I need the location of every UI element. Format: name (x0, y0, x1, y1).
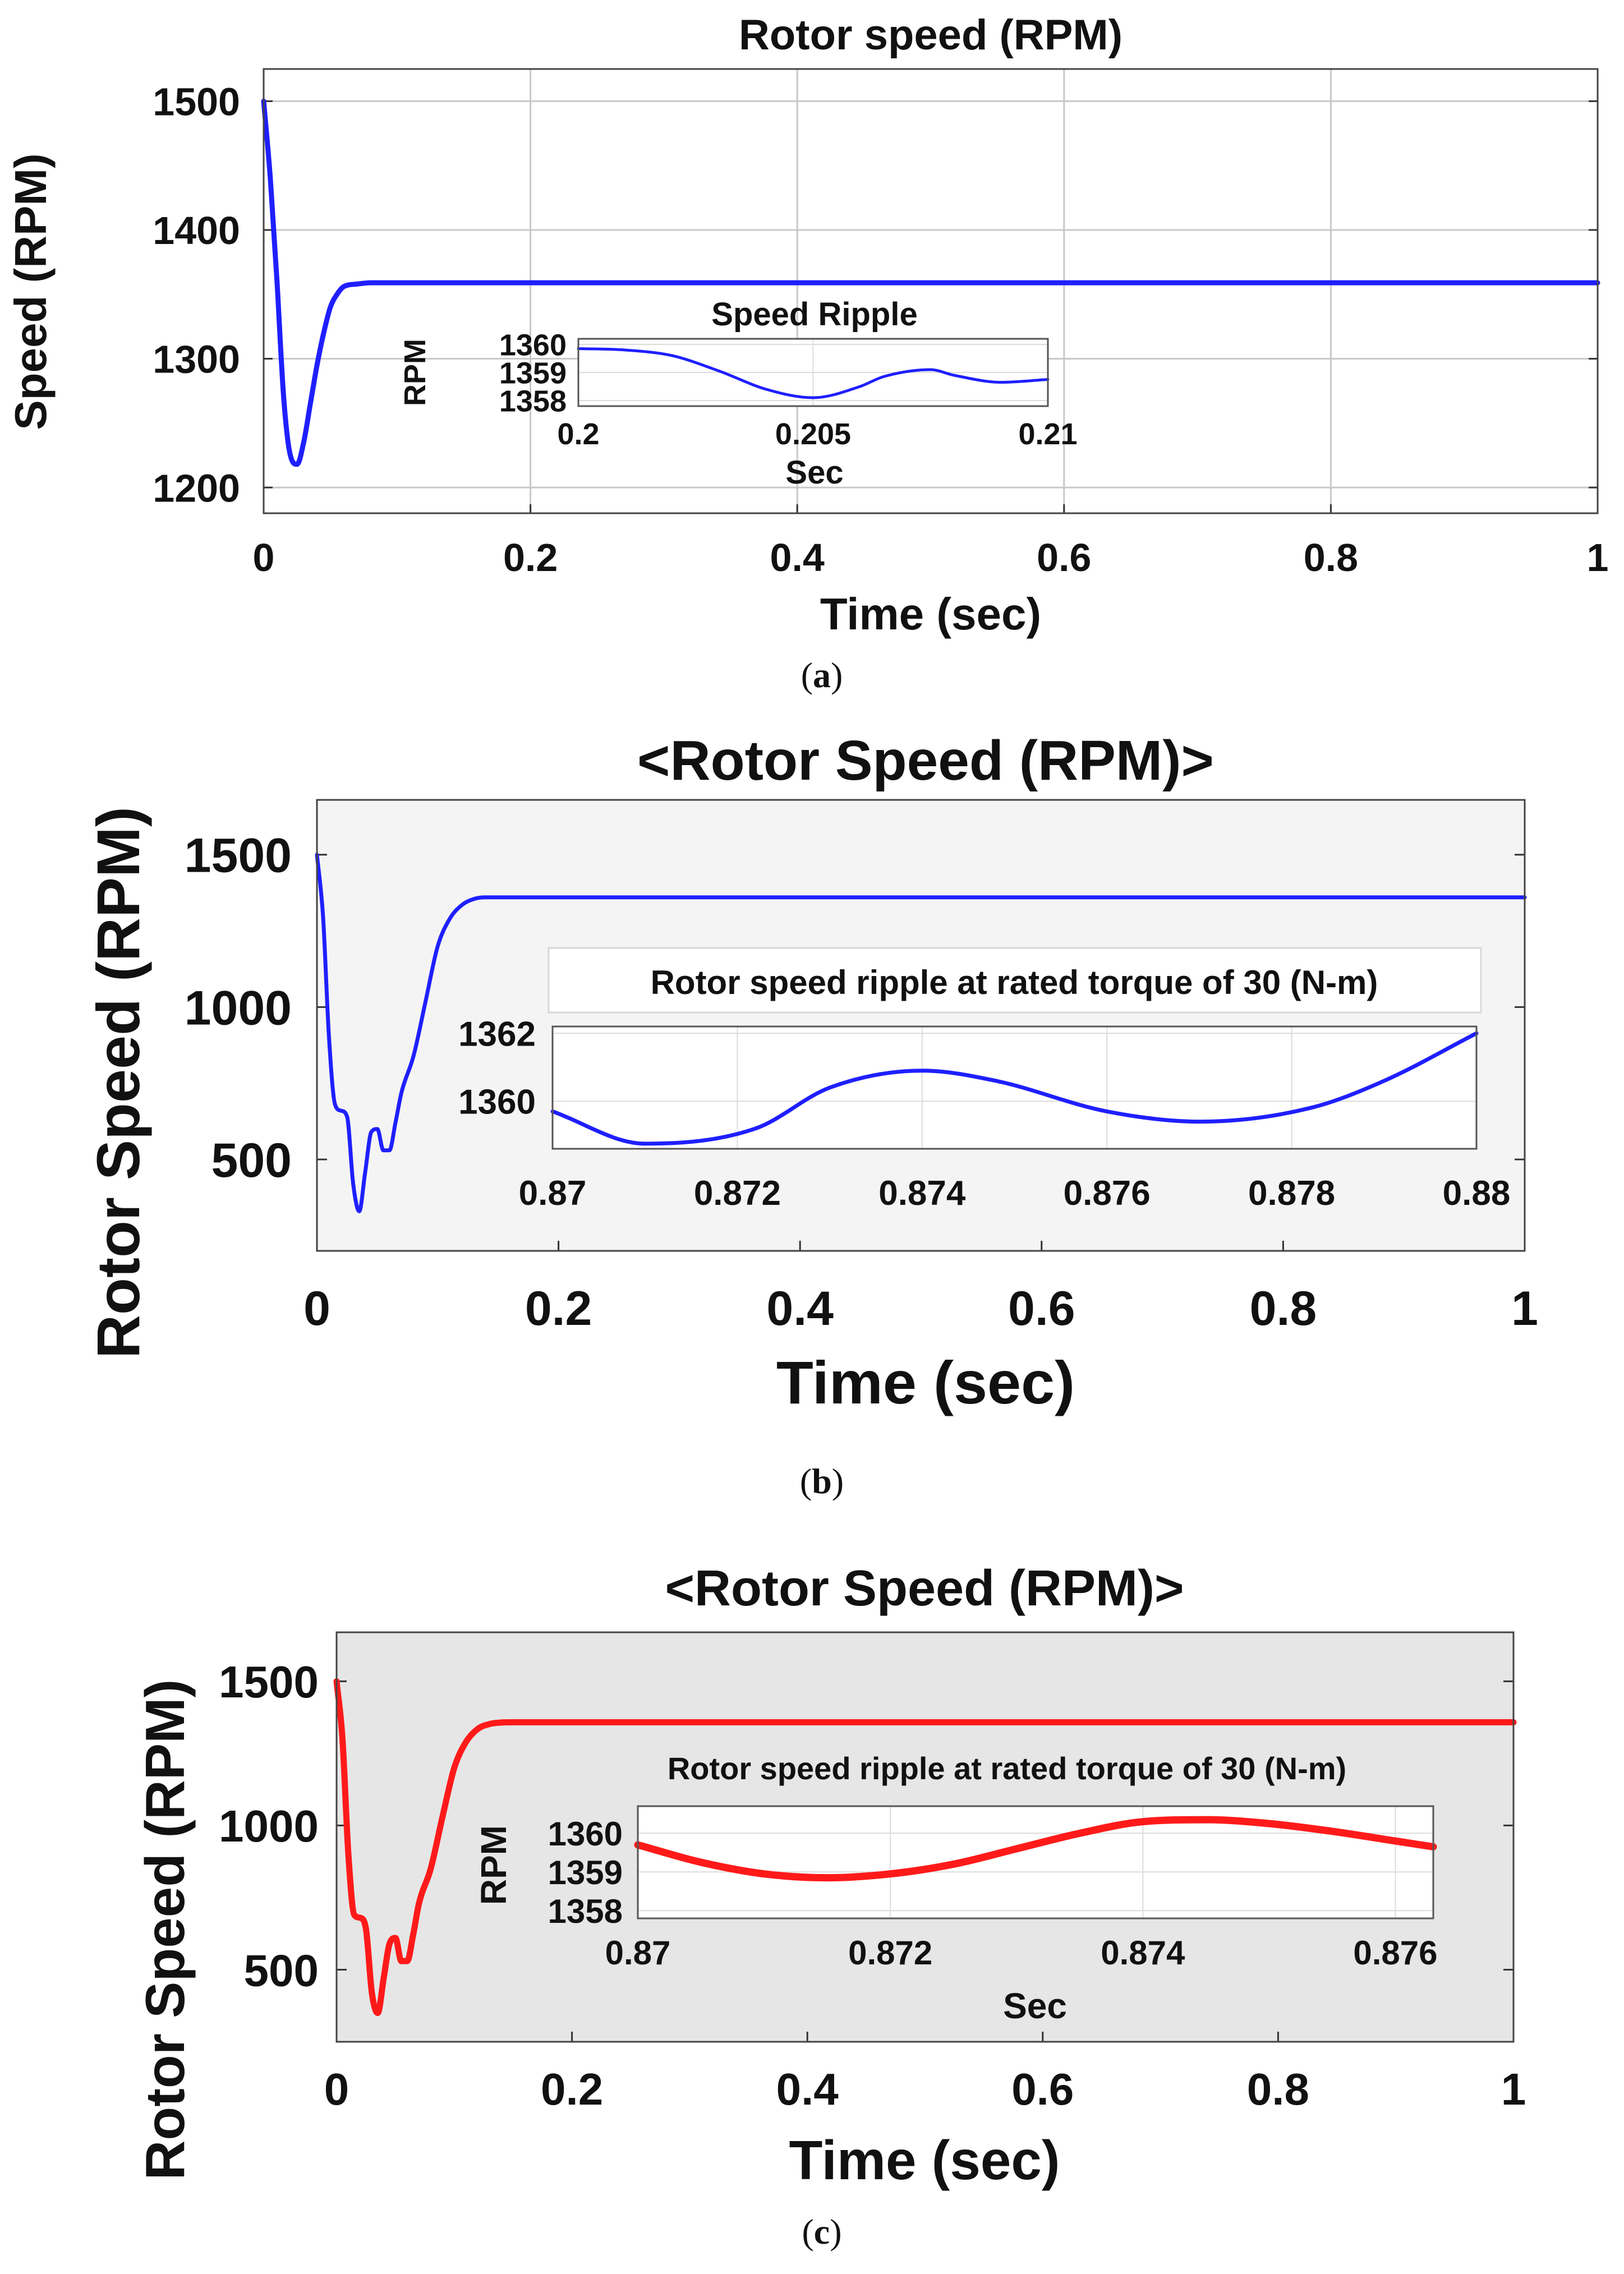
inset-y-tick-label: 1359 (548, 1854, 623, 1891)
x-axis-label: Time (sec) (789, 2129, 1060, 2191)
plot-frame (335, 1631, 1515, 2043)
inset-title: Rotor speed ripple at rated torque of 30… (668, 1751, 1346, 1786)
x-tick-label: 0.4 (766, 1282, 834, 1336)
inset-x-axis-label: Sec (1003, 1986, 1067, 2026)
plot-frame (316, 799, 1526, 1252)
y-axis-label: Speed (RPM) (6, 153, 56, 430)
inset-x-axis-label: Sec (785, 454, 843, 491)
y-axis-label: Rotor Speed (RPM) (134, 1679, 196, 2180)
y-tick-label: 1300 (153, 338, 240, 381)
y-tick-label: 1400 (153, 209, 240, 252)
inset-x-tick-label: 0.205 (775, 417, 851, 451)
y-tick-label: 1000 (185, 981, 292, 1035)
panel-caption: (a) (801, 655, 843, 695)
y-tick-label: 1200 (153, 466, 240, 510)
inset-y-tick-label: 1358 (499, 384, 567, 418)
chart-title: <Rotor Speed (RPM)> (665, 1561, 1184, 1617)
inset-series-line (550, 1031, 1479, 1146)
inset-x-tick-label: 0.2 (557, 417, 599, 451)
x-tick-label: 0.6 (1037, 536, 1091, 579)
inset-y-axis-label: RPM (398, 339, 432, 406)
panel-caption: (b) (800, 1461, 844, 1501)
inset-x-tick-label: 0.876 (1353, 1934, 1437, 1972)
series-line (261, 98, 1600, 467)
plot-area (317, 800, 1525, 1251)
inset-x-tick-label: 0.87 (605, 1934, 671, 1972)
inset-x-tick-label: 0.88 (1443, 1174, 1511, 1213)
x-tick-label: 0.2 (541, 2064, 603, 2114)
x-tick-label: 0.2 (503, 536, 558, 579)
inset-x-tick-label: 0.874 (1101, 1934, 1185, 1972)
y-tick-label: 1500 (219, 1657, 319, 1707)
inset-c: Rotor speed ripple at rated torque of 30… (473, 1751, 1438, 2026)
y-tick-label: 1000 (219, 1801, 319, 1851)
chart-panel-c: <Rotor Speed (RPM)>0 0.2 0.4 0.6 0.8 15001000… (134, 1561, 1526, 2252)
inset-y-tick-label: 1360 (499, 328, 567, 362)
chart-title: Rotor speed (RPM) (739, 11, 1122, 59)
inset-series-line (577, 347, 1050, 399)
x-tick-label: 0.4 (770, 536, 825, 579)
inset-frame (551, 1025, 1478, 1150)
inset-frame (577, 338, 1049, 407)
panel-caption: (c) (802, 2212, 841, 2252)
inset-x-tick-label: 0.872 (848, 1934, 932, 1972)
inset-x-tick-label: 0.876 (1064, 1174, 1151, 1213)
y-tick-label: 1500 (153, 80, 240, 124)
plot-area (264, 69, 1598, 513)
chart-panel-b: <Rotor Speed (RPM)>0 0.2 0.4 0.6 0.8 15001000… (84, 729, 1538, 1501)
y-tick-label: 500 (211, 1134, 292, 1187)
y-axis-label: Rotor Speed (RPM) (84, 807, 152, 1359)
y-tick-label: 500 (244, 1945, 319, 1995)
x-tick-label: 0.8 (1304, 536, 1358, 579)
inset-area (638, 1806, 1433, 1918)
x-axis-label: Time (sec) (776, 1348, 1075, 1416)
x-tick-label: 0.6 (1008, 1282, 1075, 1336)
x-tick-label: 0 (253, 536, 275, 579)
inset-y-tick-label: 1360 (458, 1083, 536, 1122)
x-tick-label: 0 (324, 2064, 349, 2114)
plot-frame (263, 68, 1599, 514)
inset-x-tick-label: 0.21 (1018, 417, 1077, 451)
inset-y-tick-label: 1358 (548, 1893, 623, 1930)
x-tick-label: 0.6 (1011, 2064, 1074, 2114)
series-line (333, 1678, 1517, 2017)
x-tick-label: 1 (1511, 1282, 1538, 1336)
chart-panel-a: Rotor speed (RPM) 0 0.2 0.4 0.6 0.8 1 1200 1300 1… (6, 11, 1608, 695)
inset-b: Rotor speed ripple at rated torque of 30… (458, 947, 1511, 1213)
chart-title: <Rotor Speed (RPM)> (637, 729, 1214, 792)
inset-x-tick-label: 0.87 (519, 1174, 587, 1213)
x-tick-label: 1 (1501, 2064, 1526, 2114)
series-line (315, 853, 1527, 1213)
inset-x-tick-label: 0.874 (878, 1174, 966, 1213)
y-tick-label: 1500 (185, 829, 292, 883)
inset-x-tick-label: 0.872 (694, 1174, 781, 1213)
inset-y-axis-label: RPM (473, 1825, 514, 1905)
inset-y-tick-label: 1360 (548, 1815, 623, 1853)
inset-area (553, 1026, 1476, 1149)
inset-x-tick-label: 0.878 (1248, 1174, 1335, 1213)
x-tick-label: 0.4 (776, 2064, 839, 2114)
inset-title: Rotor speed ripple at rated torque of 30… (651, 964, 1378, 1001)
x-tick-label: 0.8 (1247, 2064, 1309, 2114)
inset-y-tick-label: 1359 (499, 356, 567, 390)
inset-frame (637, 1805, 1434, 1919)
x-tick-label: 1 (1587, 536, 1609, 579)
inset-title: Speed Ripple (711, 296, 917, 333)
x-tick-label: 0 (303, 1282, 330, 1336)
inset-title-box (548, 947, 1482, 1014)
inset-y-tick-label: 1362 (458, 1015, 536, 1053)
x-tick-label: 0.2 (525, 1282, 592, 1336)
x-tick-label: 0.8 (1250, 1282, 1317, 1336)
inset-series-line (634, 1816, 1437, 1882)
x-axis-label: Time (sec) (820, 589, 1041, 639)
